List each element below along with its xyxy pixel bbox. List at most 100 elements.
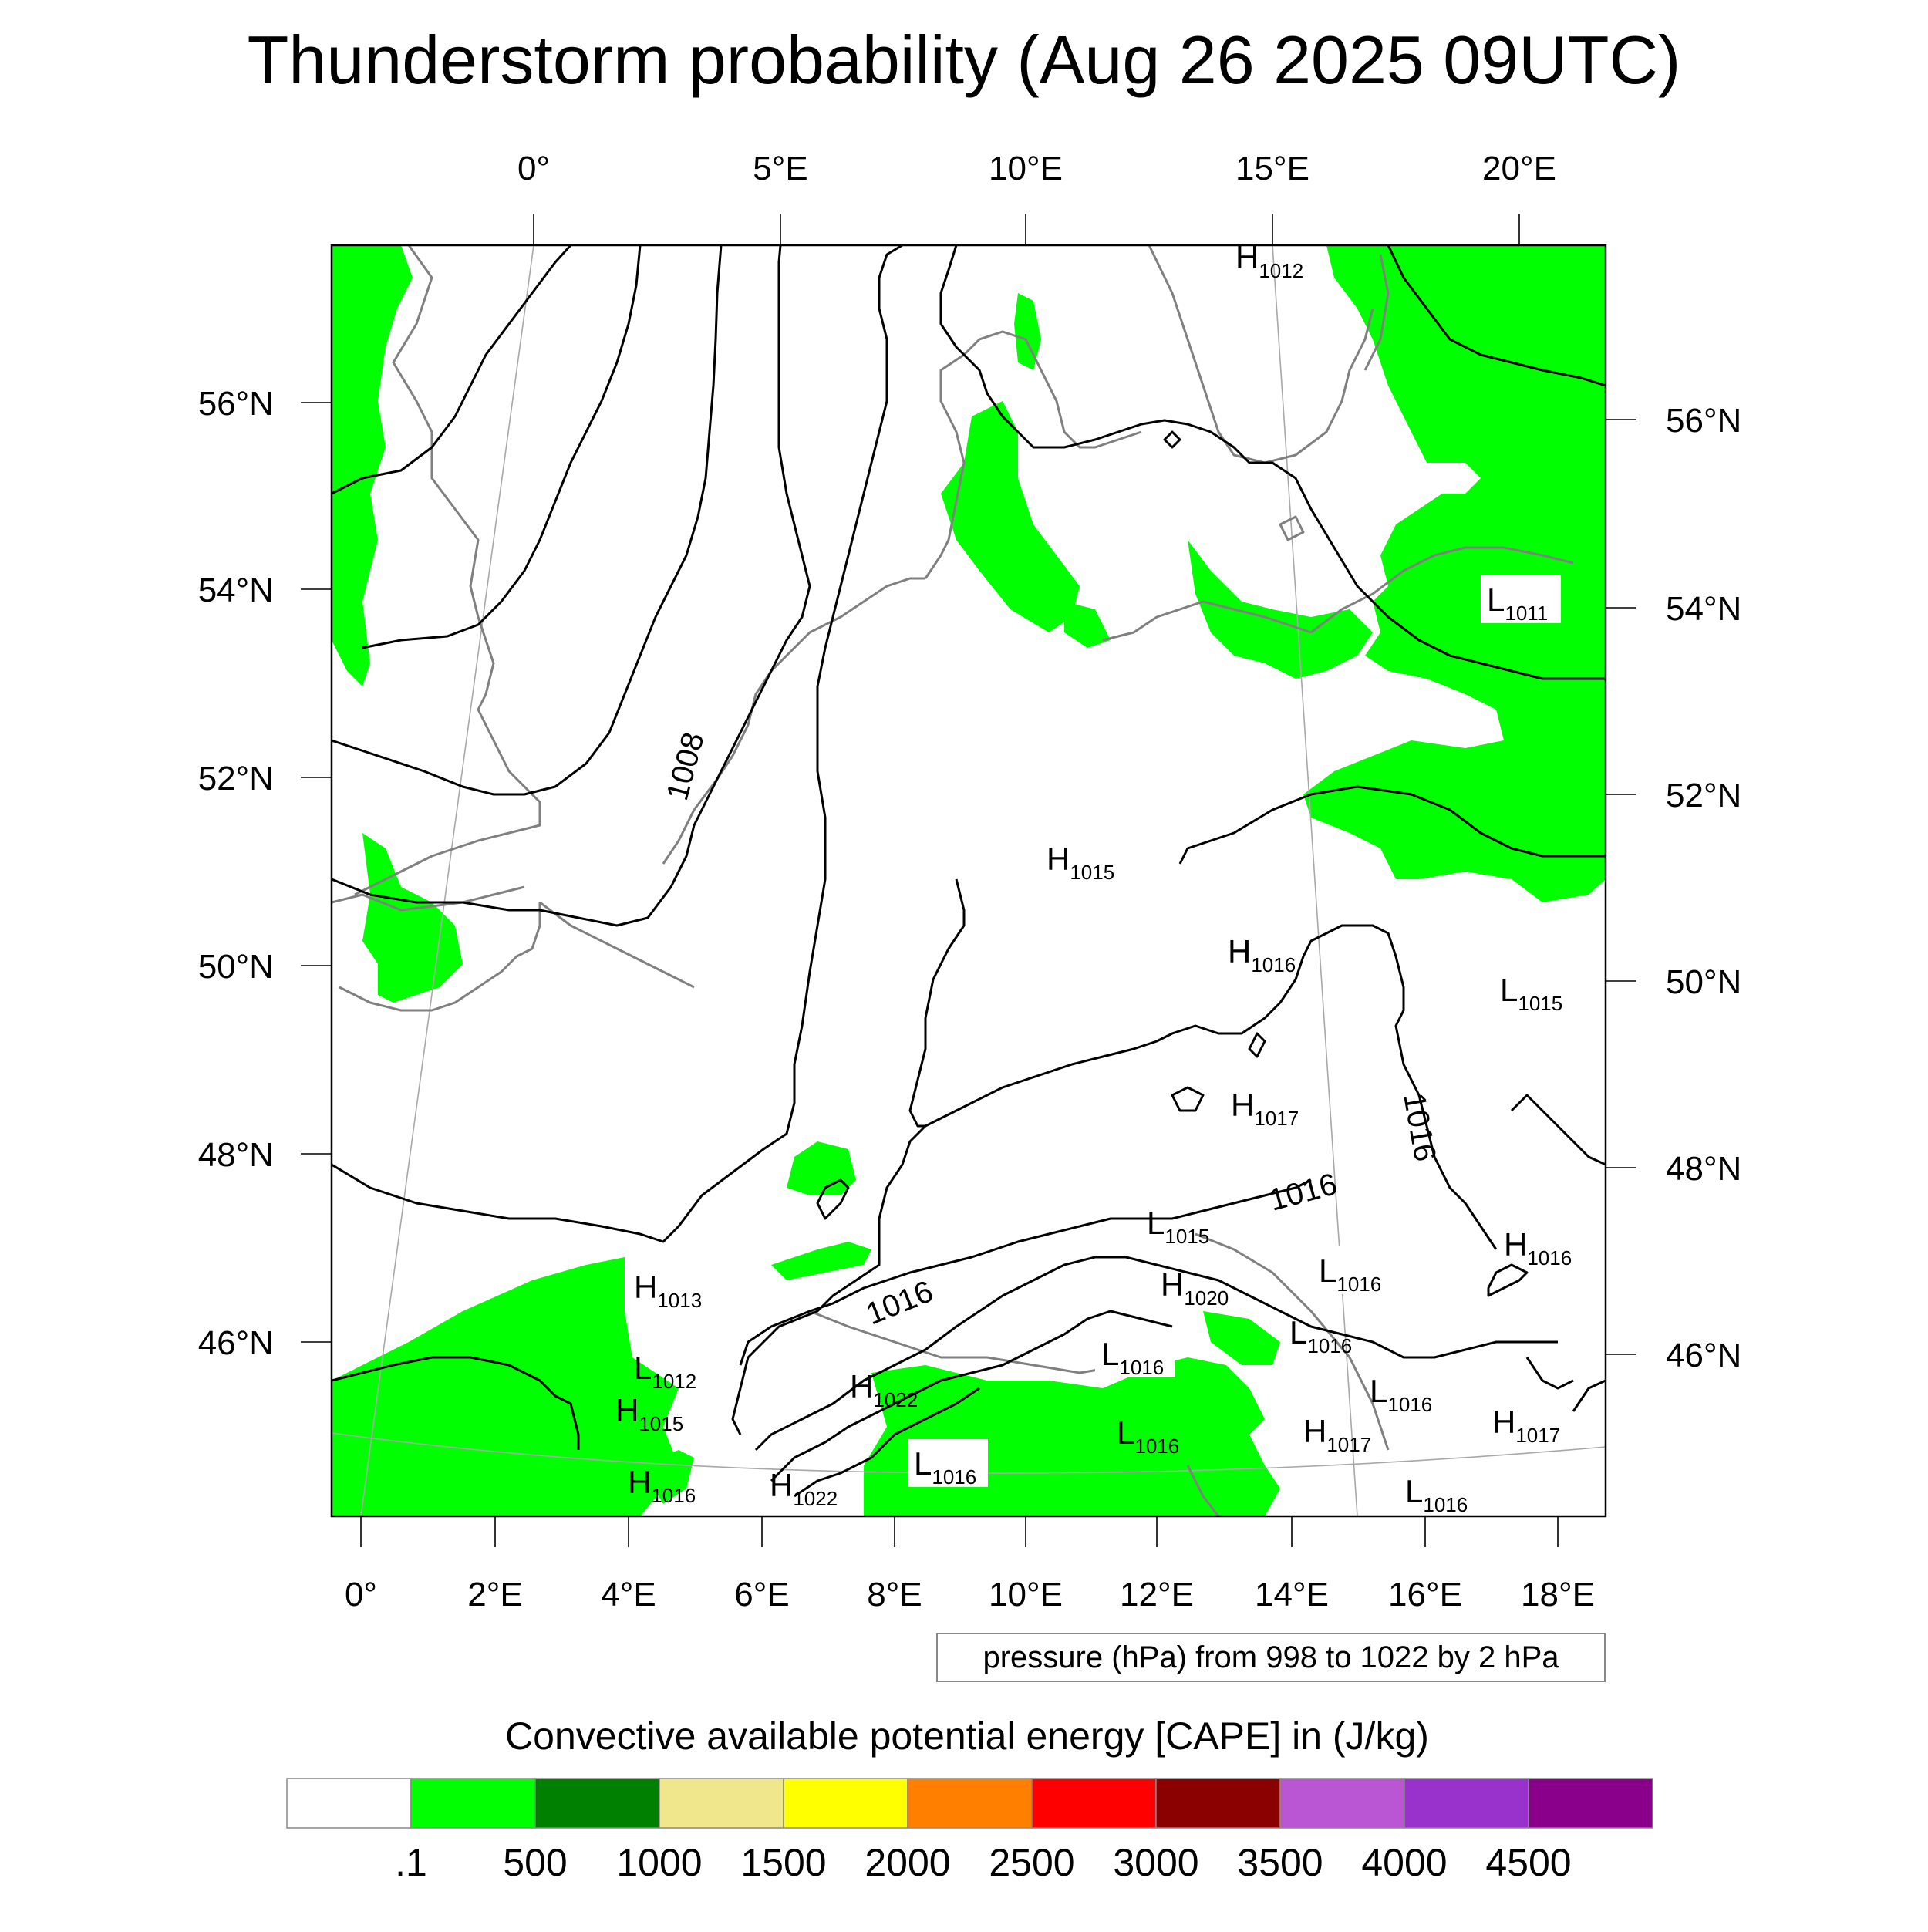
bottom-lon-label: 16°E <box>1388 1576 1462 1613</box>
pressure-center-letter: L1016 <box>1289 1314 1352 1357</box>
right-lat-label: 46°N <box>1666 1337 1741 1374</box>
contour-info-text: pressure (hPa) from 998 to 1022 by 2 hPa <box>983 1640 1559 1674</box>
colorbar-label: 2500 <box>989 1841 1074 1884</box>
colorbar-swatch <box>783 1778 908 1829</box>
isobar-small-1 <box>1248 1032 1266 1058</box>
pressure-center-value: 1015 <box>1165 1225 1209 1248</box>
coast-baltic-south <box>1102 600 1312 642</box>
bottom-longitude-axis: 0° 2°E 4°E 6°E 8°E 10°E 12°E 14°E 16°E 1… <box>345 1576 1595 1613</box>
pressure-center-value: 1016 <box>1387 1393 1432 1416</box>
bottom-lon-label: 8°E <box>867 1576 922 1613</box>
coast-germany-north <box>924 330 1142 579</box>
left-lat-label: 48°N <box>198 1136 274 1174</box>
isobar-1010 <box>332 1356 580 1450</box>
colorbar-label: 1500 <box>740 1841 826 1884</box>
cape-area-northwest <box>332 245 413 686</box>
pressure-center-value: 1020 <box>1184 1286 1229 1310</box>
colorbar-swatch <box>1528 1778 1653 1829</box>
pressure-center: L1011 <box>1481 575 1561 625</box>
isobar-1018-alps <box>754 1256 1558 1452</box>
contour-info-box: pressure (hPa) from 998 to 1022 by 2 hPa <box>936 1633 1606 1682</box>
colorbar-swatch <box>1155 1778 1281 1829</box>
pressure-center-value: 1016 <box>1307 1334 1352 1357</box>
cape-area-denmark-north <box>1014 293 1041 370</box>
pressure-center-letter: L1016 <box>1405 1473 1468 1516</box>
coast-bornholm <box>1279 515 1305 541</box>
pressure-center-value: 1016 <box>932 1465 976 1489</box>
colorbar-label: 4000 <box>1361 1841 1447 1884</box>
coast-gotland <box>1363 254 1390 371</box>
left-ticks <box>301 402 332 1343</box>
meridian-0 <box>360 245 534 1516</box>
bottom-lon-label: 2°E <box>467 1576 522 1613</box>
colorbar-swatch <box>907 1778 1033 1829</box>
pressure-center: L1016 <box>908 1439 988 1489</box>
colorbar-swatch <box>1279 1778 1405 1829</box>
top-lon-label: 0° <box>517 150 550 187</box>
cape-area-baltic-coast <box>1188 540 1373 679</box>
isobar-east-3 <box>1572 1379 1606 1412</box>
isobar-east-4 <box>1525 1357 1574 1390</box>
isobar-1016 <box>908 878 1498 1250</box>
isobar-1000 <box>332 245 572 495</box>
isobar-1002 <box>362 245 642 649</box>
colorbar-swatch <box>1404 1778 1529 1829</box>
isobar-small-2 <box>816 1178 850 1220</box>
pressure-center-value: 1012 <box>652 1370 696 1393</box>
isobar-1014c <box>1178 785 1606 865</box>
coast-poland <box>1310 546 1574 634</box>
pressure-center-value: 1015 <box>1070 861 1114 884</box>
colorbar-label: .1 <box>395 1841 427 1884</box>
cape-area-denmark-islands <box>1064 602 1111 648</box>
pressure-center-value: 1016 <box>1251 953 1296 976</box>
cape-area-alps-east <box>1203 1311 1280 1365</box>
colorbar-title: Convective available potential energy [C… <box>505 1715 1429 1758</box>
left-latitude-axis: 56°N 54°N 52°N 50°N 48°N 46°N <box>198 385 274 1362</box>
left-lat-label: 46°N <box>198 1324 274 1362</box>
isobar-1004 <box>332 245 723 796</box>
pressure-center-value: 1016 <box>651 1484 696 1507</box>
left-lat-label: 54°N <box>198 572 274 609</box>
isobar-east-2 <box>1487 1263 1529 1297</box>
right-lat-label: 48°N <box>1666 1150 1741 1188</box>
bottom-lon-label: 10°E <box>989 1576 1063 1613</box>
colorbar-label: 1000 <box>616 1841 702 1884</box>
left-lat-label: 52°N <box>198 760 274 797</box>
isobar-1006 <box>332 245 811 927</box>
isobar-1014b <box>731 1124 927 1435</box>
top-lon-label: 20°E <box>1482 150 1556 187</box>
left-lat-label: 56°N <box>198 385 274 423</box>
colorbar-label: 2000 <box>865 1841 950 1884</box>
pressure-center: L1016 <box>1289 1314 1352 1357</box>
isobar-1008 <box>332 245 903 1243</box>
pressure-center: H1015 <box>1047 841 1114 884</box>
pressure-center-value: 1012 <box>1259 259 1303 282</box>
map-title: Thunderstorm probability (Aug 26 2025 09… <box>248 22 1681 98</box>
pressure-center-value: 1017 <box>1254 1107 1299 1130</box>
pressure-center-letter: H1015 <box>1047 841 1114 884</box>
bottom-lon-label: 4°E <box>601 1576 656 1613</box>
right-lat-label: 56°N <box>1666 402 1741 440</box>
cape-area-poland-baltics <box>1303 245 1606 902</box>
top-lon-label: 5°E <box>753 150 807 187</box>
colorbar-swatch <box>659 1778 784 1829</box>
top-lon-label: 15°E <box>1235 150 1309 187</box>
isobar-1022-alps <box>794 1387 980 1498</box>
cape-area-france-south <box>332 1257 679 1516</box>
pressure-center: L1016 <box>1313 1246 1393 1296</box>
bottom-lon-label: 6°E <box>734 1576 789 1613</box>
map-frame <box>330 244 1607 1518</box>
bottom-lon-label: 14°E <box>1255 1576 1329 1613</box>
pressure-center: L1016 <box>1095 1330 1175 1379</box>
isobar-east-1 <box>1510 1094 1606 1166</box>
colorbar-label: 3500 <box>1237 1841 1323 1884</box>
cape-area-belgium <box>362 833 463 1003</box>
cape-area-denmark <box>941 401 1080 632</box>
isobars <box>332 245 1606 1498</box>
isobar-small-4 <box>1171 1086 1205 1112</box>
pressure-center-value: 1013 <box>657 1289 702 1312</box>
colorbar-swatch <box>410 1778 536 1829</box>
colorbar-swatch <box>286 1778 412 1829</box>
border-france-belgium <box>539 901 695 989</box>
cape-area-swiss <box>771 1242 871 1280</box>
